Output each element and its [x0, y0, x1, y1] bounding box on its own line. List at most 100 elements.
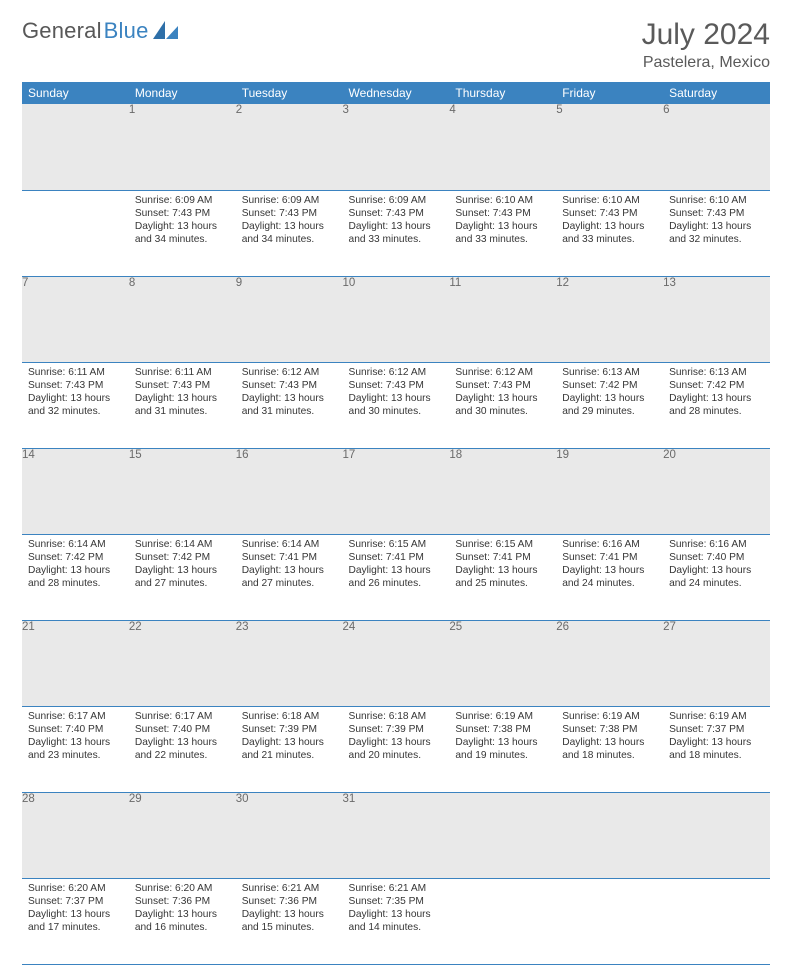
sunrise-line: Sunrise: 6:16 AM: [562, 538, 657, 551]
day-details: Sunrise: 6:10 AMSunset: 7:43 PMDaylight:…: [556, 191, 663, 250]
sunset-line: Sunset: 7:43 PM: [242, 379, 337, 392]
day-number-cell: 23: [236, 620, 343, 706]
day-number-cell: 22: [129, 620, 236, 706]
weekday-header: Monday: [129, 82, 236, 104]
sunset-line: Sunset: 7:40 PM: [669, 551, 764, 564]
day-content-row: Sunrise: 6:17 AMSunset: 7:40 PMDaylight:…: [22, 706, 770, 792]
sunrise-line: Sunrise: 6:10 AM: [455, 194, 550, 207]
day-number-cell: [22, 104, 129, 190]
day-details: Sunrise: 6:15 AMSunset: 7:41 PMDaylight:…: [449, 535, 556, 594]
day-cell: Sunrise: 6:16 AMSunset: 7:40 PMDaylight:…: [663, 534, 770, 620]
day-cell: Sunrise: 6:18 AMSunset: 7:39 PMDaylight:…: [236, 706, 343, 792]
sunset-line: Sunset: 7:43 PM: [669, 207, 764, 220]
day-cell: Sunrise: 6:20 AMSunset: 7:37 PMDaylight:…: [22, 878, 129, 964]
daylight-line: Daylight: 13 hours and 27 minutes.: [242, 564, 337, 590]
daylight-line: Daylight: 13 hours and 21 minutes.: [242, 736, 337, 762]
sunrise-line: Sunrise: 6:20 AM: [135, 882, 230, 895]
weekday-header: Thursday: [449, 82, 556, 104]
daylight-line: Daylight: 13 hours and 32 minutes.: [28, 392, 123, 418]
day-details: Sunrise: 6:19 AMSunset: 7:38 PMDaylight:…: [449, 707, 556, 766]
day-number-row: 14151617181920: [22, 448, 770, 534]
day-cell: Sunrise: 6:14 AMSunset: 7:42 PMDaylight:…: [129, 534, 236, 620]
day-number-cell: 5: [556, 104, 663, 190]
day-details: Sunrise: 6:14 AMSunset: 7:41 PMDaylight:…: [236, 535, 343, 594]
sunrise-line: Sunrise: 6:18 AM: [242, 710, 337, 723]
day-cell: Sunrise: 6:09 AMSunset: 7:43 PMDaylight:…: [129, 190, 236, 276]
day-details: Sunrise: 6:11 AMSunset: 7:43 PMDaylight:…: [22, 363, 129, 422]
sunset-line: Sunset: 7:41 PM: [562, 551, 657, 564]
day-details: Sunrise: 6:10 AMSunset: 7:43 PMDaylight:…: [663, 191, 770, 250]
page-header: GeneralBlue July 2024 Pastelera, Mexico: [22, 18, 770, 72]
day-cell: Sunrise: 6:19 AMSunset: 7:38 PMDaylight:…: [449, 706, 556, 792]
day-details: Sunrise: 6:14 AMSunset: 7:42 PMDaylight:…: [129, 535, 236, 594]
weekday-header: Friday: [556, 82, 663, 104]
daylight-line: Daylight: 13 hours and 25 minutes.: [455, 564, 550, 590]
daylight-line: Daylight: 13 hours and 16 minutes.: [135, 908, 230, 934]
day-details: Sunrise: 6:09 AMSunset: 7:43 PMDaylight:…: [236, 191, 343, 250]
day-number-cell: 24: [343, 620, 450, 706]
day-details: Sunrise: 6:09 AMSunset: 7:43 PMDaylight:…: [343, 191, 450, 250]
sunset-line: Sunset: 7:42 PM: [28, 551, 123, 564]
day-number-cell: 27: [663, 620, 770, 706]
day-cell: Sunrise: 6:12 AMSunset: 7:43 PMDaylight:…: [343, 362, 450, 448]
sunrise-line: Sunrise: 6:14 AM: [242, 538, 337, 551]
day-number-row: 28293031: [22, 792, 770, 878]
sunset-line: Sunset: 7:41 PM: [349, 551, 444, 564]
sunrise-line: Sunrise: 6:12 AM: [455, 366, 550, 379]
daylight-line: Daylight: 13 hours and 14 minutes.: [349, 908, 444, 934]
day-number-cell: 2: [236, 104, 343, 190]
day-cell: Sunrise: 6:10 AMSunset: 7:43 PMDaylight:…: [449, 190, 556, 276]
sunset-line: Sunset: 7:39 PM: [242, 723, 337, 736]
daylight-line: Daylight: 13 hours and 19 minutes.: [455, 736, 550, 762]
daylight-line: Daylight: 13 hours and 24 minutes.: [669, 564, 764, 590]
sunrise-line: Sunrise: 6:12 AM: [349, 366, 444, 379]
daylight-line: Daylight: 13 hours and 24 minutes.: [562, 564, 657, 590]
day-details: Sunrise: 6:17 AMSunset: 7:40 PMDaylight:…: [22, 707, 129, 766]
sunrise-line: Sunrise: 6:20 AM: [28, 882, 123, 895]
sunset-line: Sunset: 7:38 PM: [562, 723, 657, 736]
sunrise-line: Sunrise: 6:14 AM: [135, 538, 230, 551]
sunrise-line: Sunrise: 6:15 AM: [455, 538, 550, 551]
brand-part2: Blue: [104, 18, 149, 44]
sunset-line: Sunset: 7:43 PM: [135, 379, 230, 392]
daylight-line: Daylight: 13 hours and 18 minutes.: [669, 736, 764, 762]
day-number-cell: 20: [663, 448, 770, 534]
day-details: Sunrise: 6:15 AMSunset: 7:41 PMDaylight:…: [343, 535, 450, 594]
day-details: Sunrise: 6:12 AMSunset: 7:43 PMDaylight:…: [449, 363, 556, 422]
day-cell: Sunrise: 6:15 AMSunset: 7:41 PMDaylight:…: [449, 534, 556, 620]
day-details: Sunrise: 6:18 AMSunset: 7:39 PMDaylight:…: [236, 707, 343, 766]
daylight-line: Daylight: 13 hours and 28 minutes.: [28, 564, 123, 590]
daylight-line: Daylight: 13 hours and 34 minutes.: [135, 220, 230, 246]
day-number-row: 123456: [22, 104, 770, 190]
day-details: Sunrise: 6:09 AMSunset: 7:43 PMDaylight:…: [129, 191, 236, 250]
sunset-line: Sunset: 7:35 PM: [349, 895, 444, 908]
daylight-line: Daylight: 13 hours and 33 minutes.: [349, 220, 444, 246]
day-details: Sunrise: 6:16 AMSunset: 7:40 PMDaylight:…: [663, 535, 770, 594]
sunset-line: Sunset: 7:41 PM: [455, 551, 550, 564]
weekday-header-row: Sunday Monday Tuesday Wednesday Thursday…: [22, 82, 770, 104]
daylight-line: Daylight: 13 hours and 26 minutes.: [349, 564, 444, 590]
sunrise-line: Sunrise: 6:17 AM: [28, 710, 123, 723]
sunrise-line: Sunrise: 6:13 AM: [669, 366, 764, 379]
day-cell: [663, 878, 770, 964]
day-cell: [449, 878, 556, 964]
day-number-cell: 9: [236, 276, 343, 362]
sunrise-line: Sunrise: 6:13 AM: [562, 366, 657, 379]
day-number-row: 21222324252627: [22, 620, 770, 706]
sunset-line: Sunset: 7:37 PM: [28, 895, 123, 908]
day-number-cell: 21: [22, 620, 129, 706]
weekday-header: Sunday: [22, 82, 129, 104]
title-block: July 2024 Pastelera, Mexico: [642, 18, 770, 72]
sunset-line: Sunset: 7:43 PM: [135, 207, 230, 220]
daylight-line: Daylight: 13 hours and 31 minutes.: [242, 392, 337, 418]
sunset-line: Sunset: 7:43 PM: [242, 207, 337, 220]
day-number-cell: 3: [343, 104, 450, 190]
sunset-line: Sunset: 7:43 PM: [349, 207, 444, 220]
day-details: Sunrise: 6:18 AMSunset: 7:39 PMDaylight:…: [343, 707, 450, 766]
day-number-cell: 29: [129, 792, 236, 878]
daylight-line: Daylight: 13 hours and 17 minutes.: [28, 908, 123, 934]
day-cell: Sunrise: 6:11 AMSunset: 7:43 PMDaylight:…: [129, 362, 236, 448]
day-number-cell: [663, 792, 770, 878]
daylight-line: Daylight: 13 hours and 30 minutes.: [349, 392, 444, 418]
brand-part1: General: [22, 18, 102, 44]
